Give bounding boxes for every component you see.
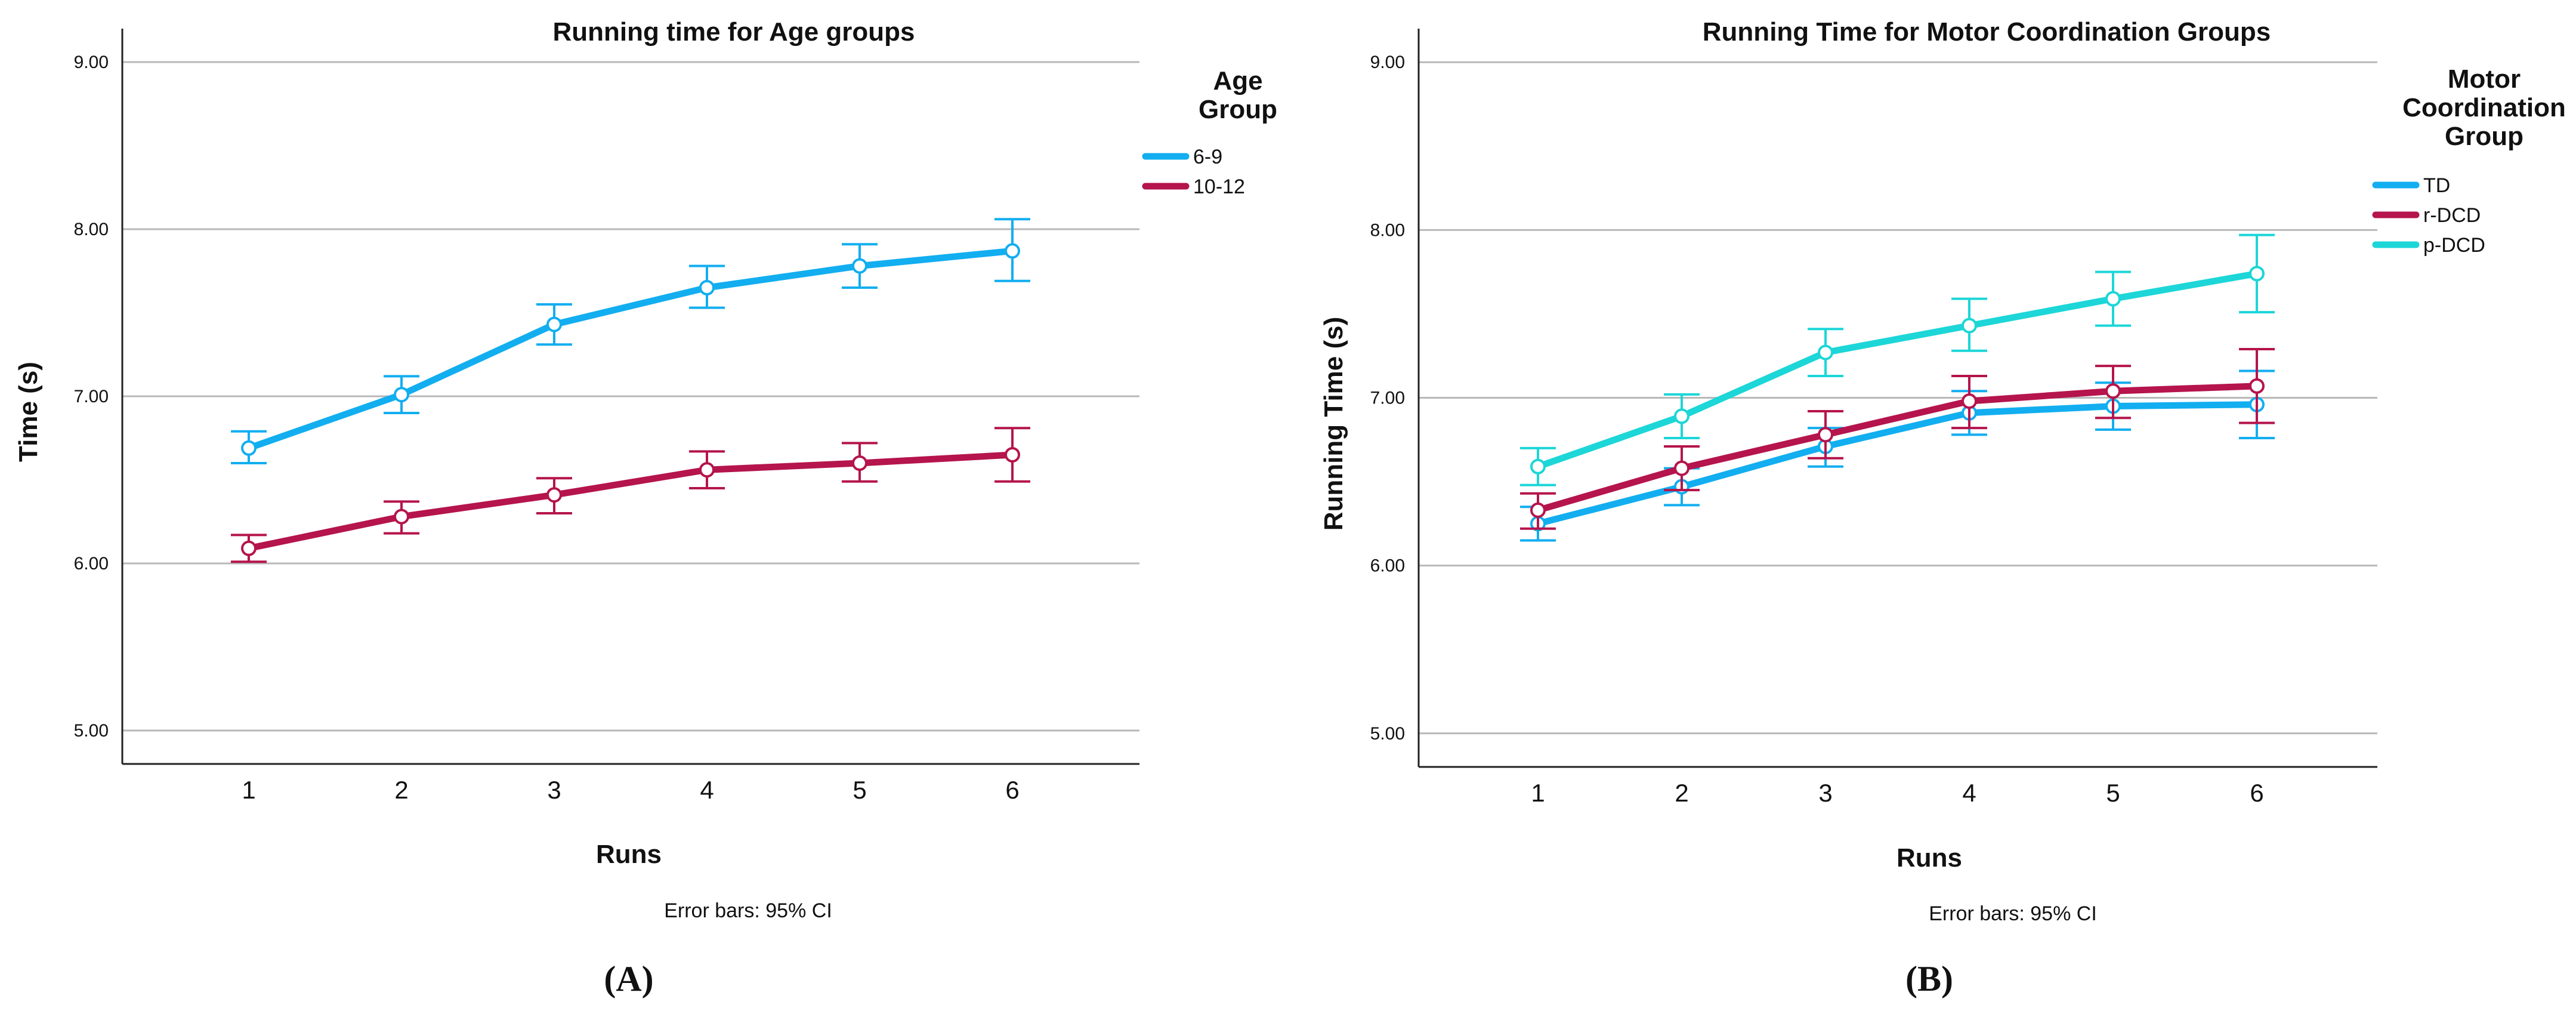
series-r-DCD <box>1520 347 2275 530</box>
data-point <box>1818 427 1833 443</box>
y-tick-label: 7.00 <box>74 387 109 406</box>
data-point <box>546 487 562 503</box>
data-point <box>546 316 562 332</box>
legend-label: p-DCD <box>2423 234 2485 257</box>
series-line <box>245 247 1016 452</box>
x-tick-label: 6 <box>2250 779 2263 807</box>
panel-b-ylabel: Running Time (s) <box>1319 317 1348 531</box>
x-tick-label: 4 <box>700 776 714 804</box>
panel-a: Running time for Age groups 5.00 6.00 7.00… <box>14 17 1277 998</box>
panel-a-footnote: Error bars: 95% CI <box>664 899 832 922</box>
y-tick-label: 6.00 <box>74 554 109 574</box>
series-line <box>1534 270 2260 470</box>
x-tick-label: 1 <box>1531 779 1545 807</box>
data-point <box>1962 393 1977 409</box>
data-point <box>394 508 409 525</box>
legend-title-line: Age <box>1213 66 1262 95</box>
data-point <box>852 455 867 471</box>
x-tick-label: 1 <box>242 776 255 804</box>
panel-b: Running Time for Motor Coordination Grou… <box>1319 17 2566 998</box>
data-point <box>699 280 715 295</box>
data-point <box>1530 458 1546 474</box>
x-tick-label: 5 <box>853 776 866 804</box>
y-tick-label: 9.00 <box>1370 53 1405 72</box>
panel-a-ylabel: Time (s) <box>14 362 43 462</box>
panel-b-plot: 5.00 6.00 7.00 8.00 9.00 1 2 3 4 5 6 <box>1370 29 2377 807</box>
y-tick-label: 5.00 <box>74 721 109 741</box>
data-point <box>1674 408 1689 424</box>
x-tick-label: 3 <box>1818 779 1832 807</box>
x-tick-label: 5 <box>2106 779 2120 807</box>
x-tick-label: 2 <box>1675 779 1688 807</box>
series-10-12 <box>231 427 1030 563</box>
y-tick-label: 7.00 <box>1370 389 1405 408</box>
y-tick-label: 8.00 <box>1370 220 1405 240</box>
legend-label: 6-9 <box>1193 146 1222 168</box>
x-tick-label: 6 <box>1005 776 1019 804</box>
x-tick-label: 3 <box>547 776 561 804</box>
series-6-9 <box>231 218 1030 464</box>
series-TD <box>1520 369 2275 542</box>
data-point <box>2105 291 2121 307</box>
series-p-DCD <box>1520 233 2275 486</box>
legend-label: TD <box>2423 174 2450 197</box>
x-tick-label: 2 <box>394 776 408 804</box>
data-point <box>394 387 409 403</box>
data-point <box>699 462 715 478</box>
y-tick-label: 5.00 <box>1370 724 1405 744</box>
data-point <box>1005 447 1020 463</box>
data-point <box>1530 502 1546 518</box>
y-tick-label: 9.00 <box>74 53 109 72</box>
panel-a-plot: 5.00 6.00 7.00 8.00 9.00 1 2 3 4 5 6 <box>74 29 1139 804</box>
data-point <box>1962 318 1977 334</box>
data-point <box>1674 460 1689 476</box>
legend-label: r-DCD <box>2423 204 2481 227</box>
panel-b-xlabel: Runs <box>1897 843 1962 873</box>
legend-title-line: Coordination <box>2402 93 2566 122</box>
panel-b-label: (B) <box>1905 959 1953 998</box>
data-point <box>2249 378 2265 394</box>
data-point <box>2249 266 2265 282</box>
data-point <box>241 440 257 456</box>
y-tick-label: 6.00 <box>1370 556 1405 576</box>
legend-title-line: Motor <box>2448 64 2521 94</box>
panel-a-xlabel: Runs <box>596 840 662 869</box>
legend-label: 10-12 <box>1193 175 1245 198</box>
x-tick-label: 4 <box>1962 779 1976 807</box>
series-line <box>1534 401 2260 527</box>
panel-b-footnote: Error bars: 95% CI <box>1929 902 2097 925</box>
panel-a-label: (A) <box>604 959 653 998</box>
data-point <box>241 540 257 556</box>
legend-title-line: Group <box>2445 122 2524 151</box>
y-tick-label: 8.00 <box>74 220 109 239</box>
data-point <box>2105 383 2121 399</box>
data-point <box>1005 243 1020 259</box>
legend-title-line: Group <box>1199 95 1277 124</box>
panel-b-title: Running Time for Motor Coordination Grou… <box>1703 17 2271 47</box>
data-point <box>1818 344 1833 360</box>
series-line <box>1534 383 2260 514</box>
series-line <box>245 451 1016 552</box>
panel-a-title: Running time for Age groups <box>553 17 915 47</box>
data-point <box>852 258 867 274</box>
